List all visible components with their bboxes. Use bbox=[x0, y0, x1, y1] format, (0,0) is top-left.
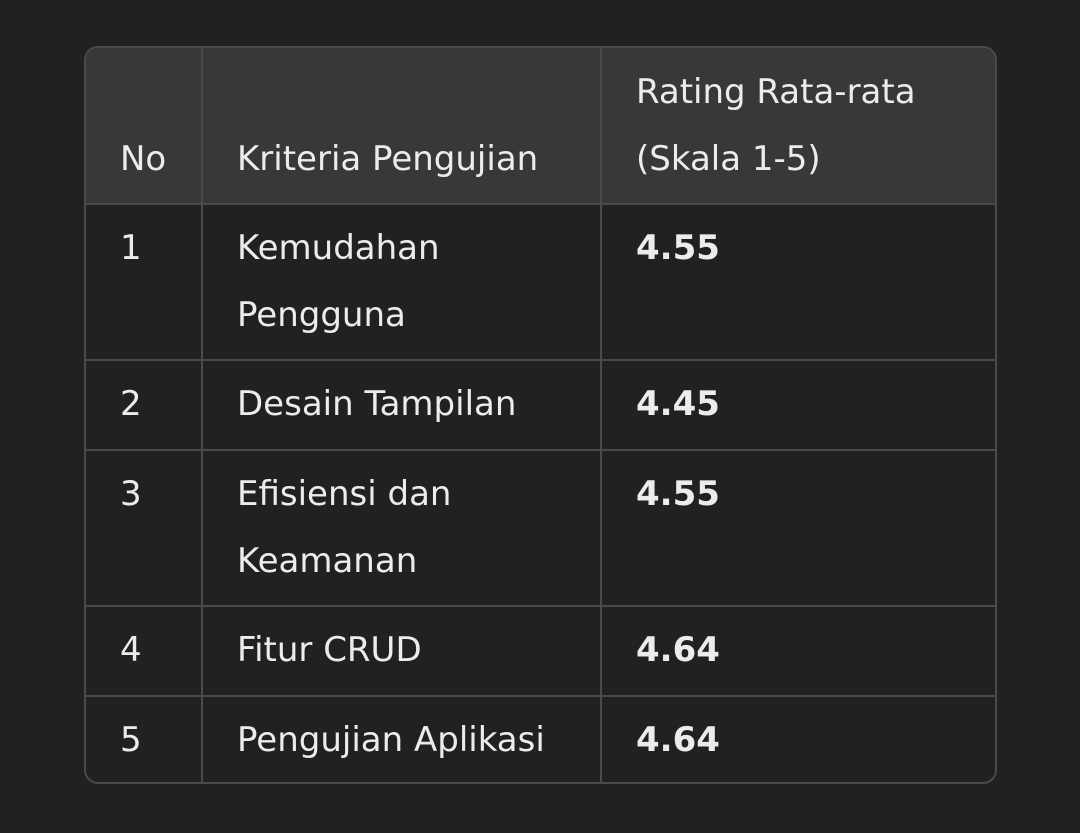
row-criterion: Efisiensi dan Keamanan bbox=[202, 450, 602, 607]
results-table: No Kriteria Pengujian Rating Rata-rata (… bbox=[86, 48, 995, 782]
table-header-row: No Kriteria Pengujian Rating Rata-rata (… bbox=[86, 48, 995, 205]
row-rating: 4.55 bbox=[601, 204, 995, 361]
table-row: 4 Fitur CRUD 4.64 bbox=[86, 606, 995, 697]
results-table-container: No Kriteria Pengujian Rating Rata-rata (… bbox=[84, 46, 997, 784]
row-no: 4 bbox=[86, 606, 203, 697]
row-no: 3 bbox=[86, 450, 203, 607]
row-criterion: Desain Tampilan bbox=[202, 360, 602, 451]
table-row: 1 Kemudahan Pengguna 4.55 bbox=[86, 204, 995, 361]
row-rating: 4.45 bbox=[601, 360, 995, 451]
row-criterion: Fitur CRUD bbox=[202, 606, 602, 697]
row-criterion: Kemudahan Pengguna bbox=[202, 204, 602, 361]
header-no: No bbox=[86, 48, 203, 205]
row-criterion: Pengujian Aplikasi bbox=[202, 696, 602, 782]
row-no: 1 bbox=[86, 204, 203, 361]
row-no: 2 bbox=[86, 360, 203, 451]
row-rating: 4.64 bbox=[636, 720, 720, 760]
row-no: 5 bbox=[86, 696, 203, 782]
table-row: 5 Pengujian Aplikasi 4.64 bbox=[86, 696, 995, 782]
header-criterion: Kriteria Pengujian bbox=[202, 48, 602, 205]
row-rating: 4.55 bbox=[601, 450, 995, 607]
header-rating: Rating Rata-rata (Skala 1-5) bbox=[601, 48, 995, 205]
table-row: 3 Efisiensi dan Keamanan 4.55 bbox=[86, 450, 995, 607]
row-rating: 4.64 bbox=[601, 606, 995, 697]
table-row: 2 Desain Tampilan 4.45 bbox=[86, 360, 995, 451]
